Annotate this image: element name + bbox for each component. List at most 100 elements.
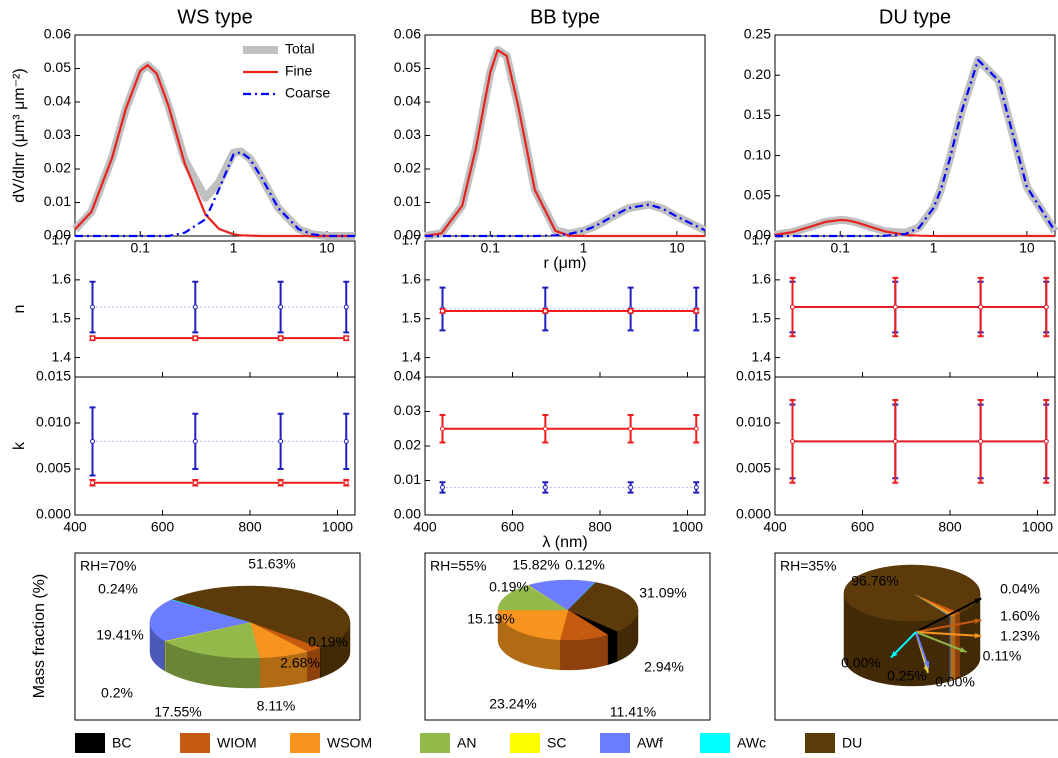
leader-arrowhead [923,661,930,668]
y-tick-label: 0.04 [394,93,421,109]
data-point [628,308,634,314]
legend-swatch [600,733,630,753]
y-tick-label: 0.06 [394,26,421,42]
x-tick-label: 1 [230,240,238,256]
pie-slice [843,564,981,622]
y-tick-label: 0.03 [394,402,421,418]
data-point [892,438,898,444]
data-point [278,438,284,444]
chart-title: WS type [177,6,253,28]
value-label: 1.23% [1000,628,1040,644]
value-label: 0.19% [308,634,348,650]
plot-frame [424,376,706,516]
value-label: 17.55% [154,704,201,720]
legend-label: Total [285,41,315,57]
x-tick-label: 10 [1019,240,1035,256]
legend-label: AWf [637,735,663,751]
y-axis-label: n [11,305,28,314]
series-line [424,46,707,240]
x-tick-label: 800 [588,519,612,535]
x-axis-label: r (μm) [544,255,587,272]
series-line [774,218,1055,238]
annotation: RH=35% [780,558,836,574]
plot-frame [774,376,1056,516]
data-point [892,304,898,310]
y-tick-label: 0.000 [736,506,771,522]
y-axis-label: k [11,441,28,450]
y-tick-label: 0.25 [744,26,771,42]
leader-line [915,631,982,637]
y-tick-label: 0.04 [394,368,421,384]
x-tick-label: 400 [763,519,787,535]
data-point [343,438,349,444]
y-tick-label: 0.02 [394,437,421,453]
legend-label: SC [547,735,566,751]
y-tick-label: 1.6 [402,271,422,287]
pie-slice-side [607,630,618,666]
y-tick-label: 0.01 [394,471,421,487]
data-point [192,480,198,486]
y-tick-label: 0.01 [394,193,421,209]
y-tick-label: 0.03 [394,126,421,142]
data-point [693,484,699,490]
value-label: 19.41% [96,627,143,643]
value-label: 15.19% [467,611,514,627]
y-tick-label: 0.00 [394,227,421,243]
y-tick-label: 1.7 [752,232,772,248]
y-tick-label: 1.4 [752,348,772,364]
leader-line [915,597,982,633]
value-label: 23.24% [489,696,536,712]
leader-line [915,631,967,653]
data-point [693,308,699,314]
x-tick-label: 1 [580,240,588,256]
value-label: 31.09% [639,585,686,601]
annotation: RH=70% [80,558,136,574]
data-point [628,484,634,490]
pie-slice-side [954,612,961,681]
y-tick-label: 0.01 [44,193,71,209]
x-tick-label: 0.1 [831,240,851,256]
data-point [343,480,349,486]
y-tick-label: 0.05 [44,59,71,75]
x-tick-label: 400 [413,519,437,535]
x-tick-label: 800 [938,519,962,535]
value-label: 8.11% [257,698,296,714]
data-point [978,304,984,310]
x-tick-label: 10 [319,240,335,256]
legend-swatch [700,733,730,753]
data-point [978,438,984,444]
y-tick-label: 0.000 [36,506,71,522]
pie-box [74,552,361,721]
y-tick-label: 0.04 [44,93,71,109]
data-point [278,304,284,310]
y-tick-label: 0.15 [744,106,771,122]
data-point [542,426,548,432]
value-label: 15.82% [512,557,559,573]
data-point [90,438,95,444]
series-line [74,64,355,238]
legend-label: DU [842,735,862,751]
data-point [542,308,548,314]
data-point [90,480,95,486]
legend-label: WIOM [217,735,257,751]
y-tick-label: 0.015 [736,368,771,384]
y-tick-label: 0.00 [394,506,421,522]
x-tick-label: 400 [63,519,87,535]
value-label: 0.11% [983,648,1022,664]
data-point [440,484,445,490]
y-tick-label: 0.03 [44,126,71,142]
y-tick-label: 0.005 [736,460,771,476]
chart-title: DU type [879,6,951,28]
y-tick-label: 1.6 [752,271,772,287]
x-tick-label: 600 [501,519,525,535]
value-label: 0.04% [1000,581,1040,597]
y-tick-label: 1.7 [402,232,422,248]
y-tick-label: 1.5 [752,309,772,325]
plot-frame [774,240,1056,378]
data-point [628,426,634,432]
value-label: 0.12% [565,557,605,573]
data-point [192,335,198,341]
y-tick-label: 1.4 [402,348,422,364]
y-axis-label: Mass fraction (%) [31,574,48,698]
